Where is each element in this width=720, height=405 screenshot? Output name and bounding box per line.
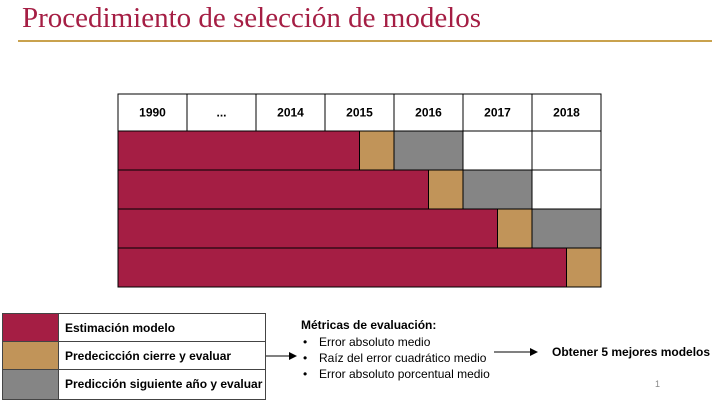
estimation-bar: [117, 130, 360, 171]
header-cell: [324, 93, 395, 132]
prediction-close-cell: [566, 247, 602, 288]
header-year-label: 2015: [346, 106, 373, 120]
legend-item-prediction-next: Predicción siguiente año y evaluar: [3, 370, 265, 399]
page-number: 1: [655, 379, 661, 389]
estimation-bar: [117, 169, 429, 210]
header-year-label: 2016: [415, 106, 442, 120]
prediction-next-cell: [393, 130, 464, 171]
header-year-label: ...: [216, 106, 226, 120]
legend-swatch-prediction-close: [3, 342, 59, 369]
grid-cell: [531, 169, 602, 210]
prediction-close-cell: [428, 169, 464, 210]
legend-label-prediction-next: Predicción siguiente año y evaluar: [65, 377, 263, 391]
header-year-label: 2014: [277, 106, 304, 120]
prediction-close-cell: [497, 208, 533, 249]
legend-item-prediction-close: Predecicción cierre y evaluar: [3, 342, 265, 370]
prediction-close-cell: [359, 130, 395, 171]
result-text: Obtener 5 mejores modelos: [552, 345, 711, 359]
legend-swatch-prediction-next: [3, 370, 59, 399]
title-rule: [18, 40, 712, 42]
header-cell: [117, 93, 188, 132]
header-cell: [462, 93, 533, 132]
metrics-heading: Métricas de evaluación:: [301, 318, 437, 332]
slide-title: Procedimiento de selección de modelos: [22, 2, 482, 34]
legend-swatch-estimation: [3, 314, 59, 341]
legend-label-estimation: Estimación modelo: [65, 321, 176, 335]
estimation-bar: [117, 247, 567, 288]
header-year-label: 2017: [484, 106, 511, 120]
grid-cell: [462, 130, 533, 171]
header-year-label: 2018: [553, 106, 580, 120]
legend-item-estimation: Estimación modelo: [3, 314, 265, 342]
header-cell: [255, 93, 326, 132]
prediction-next-cell: [531, 208, 602, 249]
legend: Estimación modelo Predecicción cierre y …: [2, 313, 266, 400]
metric-item-mae: Error absoluto medio: [301, 334, 490, 350]
prediction-next-cell: [462, 169, 533, 210]
metrics-block: Métricas de evaluación: Error absoluto m…: [301, 318, 490, 382]
legend-label-prediction-close: Predecicción cierre y evaluar: [65, 349, 232, 363]
header-year-label: 1990: [139, 106, 166, 120]
metric-item-mape: Error absoluto porcentual medio: [301, 366, 490, 382]
metric-item-rmse: Raíz del error cuadrático medio: [301, 350, 490, 366]
grid-cell: [531, 130, 602, 171]
metrics-list: Error absoluto medio Raíz del error cuad…: [301, 334, 490, 382]
estimation-bar: [117, 208, 498, 249]
